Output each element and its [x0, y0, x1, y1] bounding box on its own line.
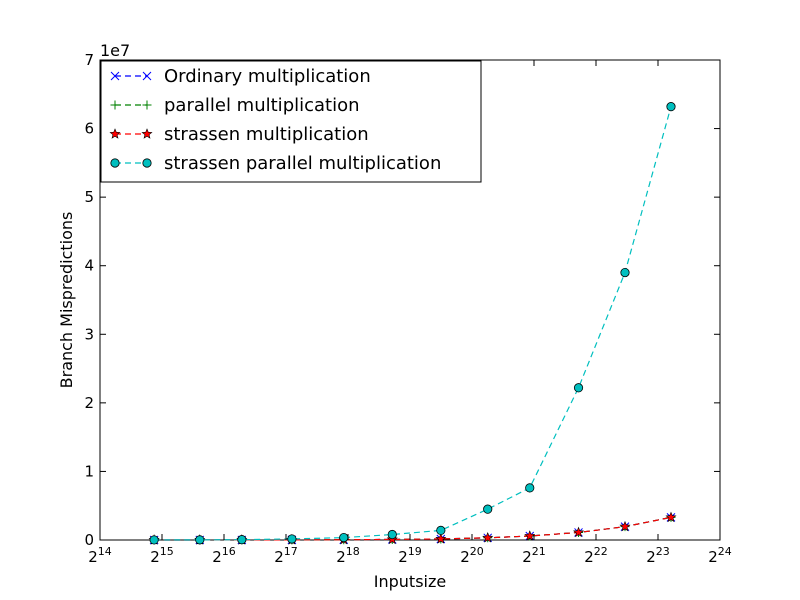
legend-label: Ordinary multiplication: [164, 66, 371, 87]
legend-label: strassen multiplication: [164, 124, 369, 145]
legend-entry: strassen multiplication: [109, 124, 369, 145]
series-4-point: [237, 535, 247, 545]
y-tick-label: 4: [84, 257, 94, 275]
series-4: [149, 102, 676, 545]
legend-marker: [110, 158, 120, 168]
x-tick-label: 219: [398, 545, 422, 566]
x-tick-label: 222: [584, 545, 608, 566]
series-3-line: [154, 516, 672, 541]
x-tick-label: 223: [646, 545, 670, 566]
series-3-point: [665, 511, 677, 523]
series-4-point: [149, 535, 159, 545]
series-3-point: [619, 520, 631, 532]
x-tick-label: 214: [88, 545, 112, 566]
series-3-point: [573, 526, 585, 538]
series-4-point: [436, 525, 446, 536]
legend-marker: [109, 128, 121, 139]
series-1-line: [154, 516, 672, 541]
series-4-point: [195, 535, 205, 545]
series-3-point: [482, 532, 494, 543]
series-4-point: [339, 532, 349, 543]
y-tick-label: 3: [84, 325, 94, 343]
x-tick-label: 220: [460, 545, 484, 566]
series-4-point: [620, 267, 630, 278]
legend-entry: parallel multiplication: [110, 95, 360, 116]
series-4-line: [154, 106, 672, 541]
x-tick-label: 221: [522, 545, 546, 566]
series-2-line: [154, 516, 672, 541]
legend-label: strassen parallel multiplication: [164, 153, 441, 174]
legend: Ordinary multiplication parallel multipli…: [100, 60, 482, 183]
x-tick-label: 216: [212, 545, 236, 566]
legend-marker: [142, 100, 152, 110]
series-3-point: [435, 533, 447, 544]
x-tick-label: 224: [708, 545, 732, 566]
y-tick-label: 2: [84, 394, 94, 412]
legend-marker: [141, 128, 153, 139]
x-axis-label: Inputsize: [374, 572, 446, 591]
axis-ticks: 214 215 216 217 218 219 220 221 222 223 224 0 1 2 3 4 5 6…: [84, 51, 731, 566]
legend-marker: [110, 71, 120, 81]
y-axis-label: Branch Mispredictions: [57, 212, 76, 389]
series-4-point: [387, 529, 397, 540]
series-4-point: [573, 383, 584, 393]
x-tick-label: 217: [274, 545, 298, 566]
x-tick-label: 218: [336, 545, 360, 566]
y-offset-label: 1e7: [100, 41, 130, 60]
legend-entry: Ordinary multiplication: [110, 66, 371, 87]
y-tick-label: 6: [84, 120, 94, 138]
legend-marker: [142, 158, 152, 168]
series-4-point: [287, 534, 297, 544]
legend-label: parallel multiplication: [164, 95, 360, 116]
legend-marker: [110, 100, 120, 110]
series-3-point: [524, 530, 536, 541]
series-4-point: [666, 102, 676, 112]
series-4-point: [525, 483, 535, 493]
legend-marker: [142, 71, 152, 81]
y-tick-label: 5: [84, 188, 94, 206]
series-4-point: [483, 504, 493, 514]
legend-entry: strassen parallel multiplication: [110, 153, 441, 174]
y-tick-label: 0: [84, 531, 94, 549]
y-tick-label: 1: [84, 462, 94, 480]
x-tick-label: 215: [150, 545, 174, 566]
y-tick-label: 7: [84, 51, 94, 69]
legend-box: [100, 60, 482, 183]
